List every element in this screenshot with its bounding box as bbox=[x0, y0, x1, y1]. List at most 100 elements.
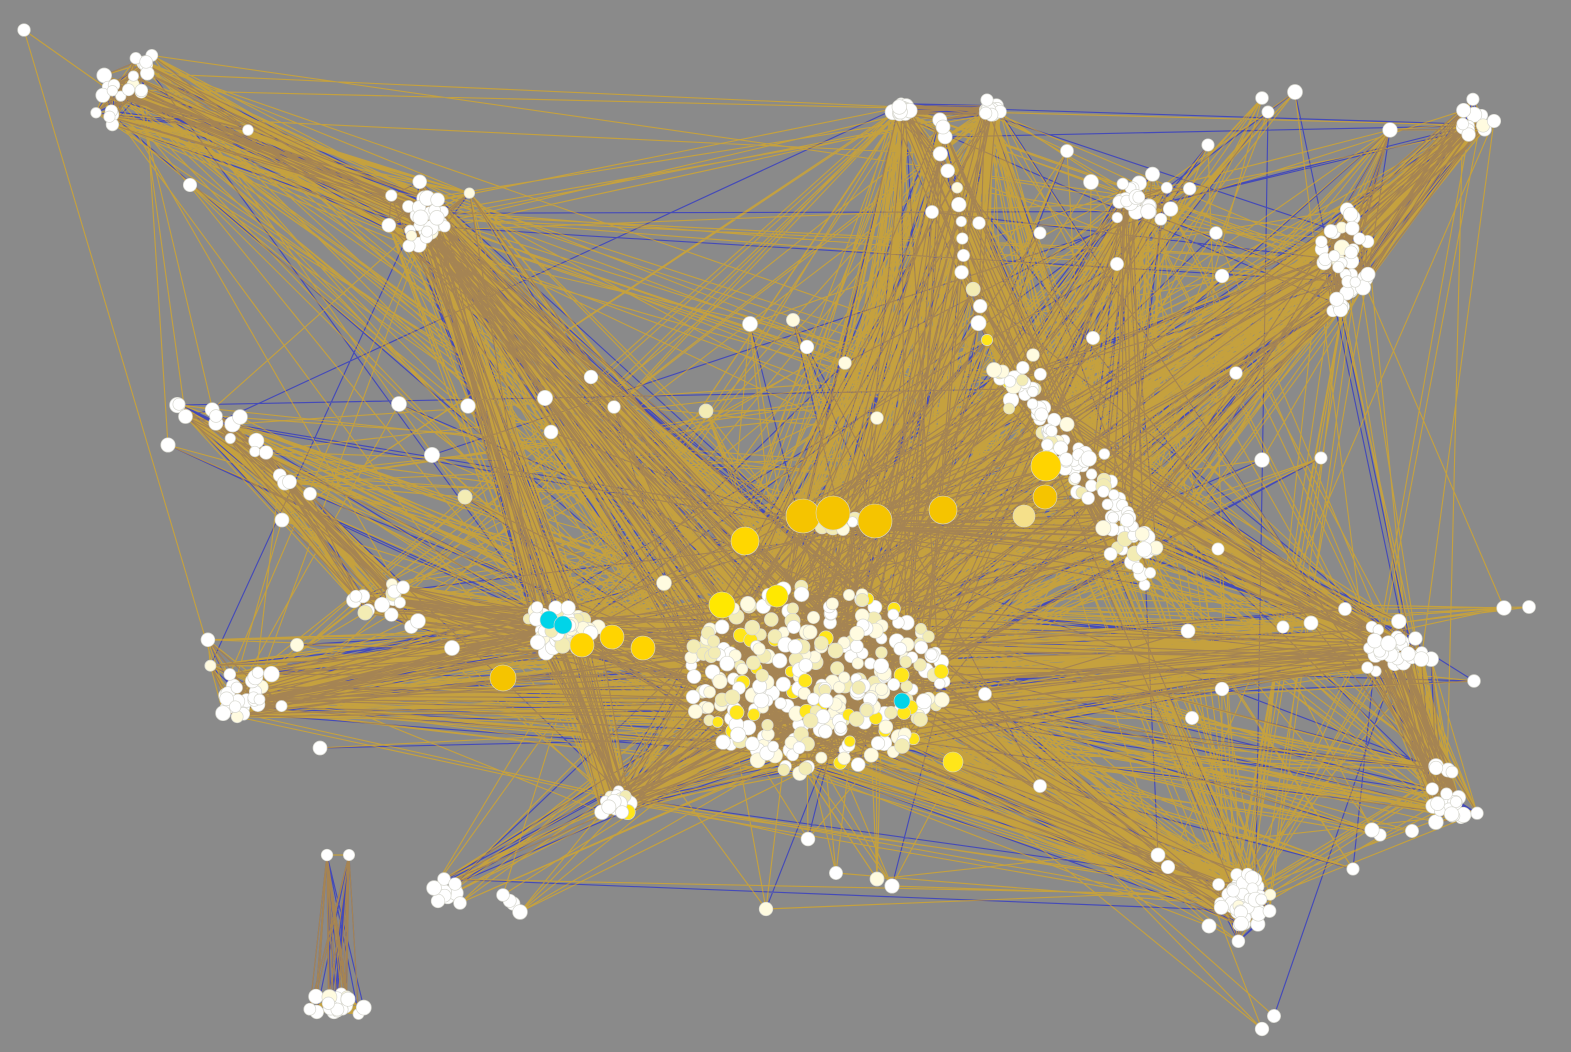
graph-node[interactable] bbox=[249, 445, 261, 458]
graph-node[interactable] bbox=[1140, 203, 1157, 220]
graph-node-gold-hub-5[interactable] bbox=[928, 495, 958, 525]
graph-node[interactable] bbox=[843, 589, 855, 601]
graph-node[interactable] bbox=[933, 663, 949, 680]
graph-node[interactable] bbox=[798, 658, 813, 673]
graph-node-gold-hub-3[interactable] bbox=[815, 495, 851, 531]
graph-node[interactable] bbox=[1346, 862, 1360, 876]
graph-node[interactable] bbox=[951, 196, 967, 213]
graph-node[interactable] bbox=[913, 658, 927, 672]
graph-node-gold-hub-2[interactable] bbox=[785, 498, 821, 534]
graph-node[interactable] bbox=[954, 265, 969, 280]
graph-node[interactable] bbox=[178, 409, 193, 424]
graph-node[interactable] bbox=[1016, 373, 1029, 387]
graph-node[interactable] bbox=[1033, 779, 1047, 793]
graph-node[interactable] bbox=[686, 639, 701, 654]
graph-node[interactable] bbox=[1069, 472, 1082, 484]
graph-node[interactable] bbox=[340, 991, 356, 1007]
graph-node[interactable] bbox=[1408, 631, 1423, 646]
graph-node[interactable] bbox=[940, 163, 955, 179]
graph-node[interactable] bbox=[1160, 181, 1173, 194]
graph-node[interactable] bbox=[357, 605, 373, 621]
graph-node[interactable] bbox=[1144, 567, 1157, 579]
graph-node[interactable] bbox=[747, 708, 761, 721]
graph-node[interactable] bbox=[798, 761, 813, 776]
graph-node[interactable] bbox=[1276, 620, 1290, 634]
graph-node[interactable] bbox=[1060, 144, 1074, 158]
graph-node[interactable] bbox=[1450, 795, 1463, 808]
graph-node[interactable] bbox=[1212, 878, 1225, 891]
graph-node[interactable] bbox=[912, 711, 928, 727]
graph-node[interactable] bbox=[1183, 182, 1197, 196]
graph-node[interactable] bbox=[607, 400, 621, 414]
graph-node[interactable] bbox=[719, 655, 735, 672]
graph-node[interactable] bbox=[761, 719, 774, 732]
graph-node[interactable] bbox=[1003, 402, 1015, 415]
graph-node[interactable] bbox=[703, 685, 716, 699]
graph-node[interactable] bbox=[786, 313, 800, 327]
graph-node-gold-hub-12[interactable] bbox=[630, 635, 656, 661]
graph-node[interactable] bbox=[843, 735, 856, 748]
graph-node[interactable] bbox=[870, 411, 884, 425]
graph-node[interactable] bbox=[753, 692, 770, 709]
graph-node[interactable] bbox=[223, 668, 237, 681]
graph-node[interactable] bbox=[391, 396, 407, 412]
graph-node[interactable] bbox=[1343, 206, 1359, 222]
graph-node[interactable] bbox=[1443, 806, 1460, 822]
graph-node[interactable] bbox=[1086, 331, 1100, 345]
graph-node[interactable] bbox=[453, 896, 467, 910]
graph-node[interactable] bbox=[1380, 635, 1397, 652]
graph-node[interactable] bbox=[799, 339, 815, 355]
graph-node[interactable] bbox=[715, 734, 731, 750]
graph-node[interactable] bbox=[1098, 448, 1111, 460]
graph-node[interactable] bbox=[758, 901, 774, 917]
graph-node[interactable] bbox=[424, 447, 440, 463]
graph-node[interactable] bbox=[729, 704, 745, 720]
graph-node[interactable] bbox=[833, 681, 846, 694]
graph-node[interactable] bbox=[385, 189, 398, 202]
graph-node[interactable] bbox=[134, 83, 149, 98]
graph-node[interactable] bbox=[934, 692, 950, 708]
graph-node[interactable] bbox=[1134, 526, 1150, 542]
graph-node[interactable] bbox=[1338, 602, 1352, 616]
graph-node[interactable] bbox=[980, 93, 994, 107]
graph-node[interactable] bbox=[381, 218, 397, 233]
graph-node[interactable] bbox=[230, 681, 243, 694]
graph-node[interactable] bbox=[829, 866, 843, 880]
graph-node-cyan-node-3[interactable] bbox=[893, 692, 911, 710]
graph-node[interactable] bbox=[209, 409, 223, 423]
graph-node[interactable] bbox=[955, 215, 967, 228]
graph-node[interactable] bbox=[1045, 424, 1058, 438]
graph-node[interactable] bbox=[688, 704, 703, 719]
graph-node[interactable] bbox=[915, 693, 932, 710]
graph-node[interactable] bbox=[1254, 452, 1270, 468]
graph-node[interactable] bbox=[814, 635, 829, 651]
graph-node[interactable] bbox=[512, 904, 528, 920]
graph-node[interactable] bbox=[869, 871, 885, 887]
graph-node-gold-hub-8[interactable] bbox=[1012, 504, 1036, 528]
graph-node[interactable] bbox=[786, 602, 799, 615]
graph-node[interactable] bbox=[777, 763, 790, 776]
graph-node-gold-hub-13[interactable] bbox=[708, 591, 736, 619]
graph-node[interactable] bbox=[405, 230, 418, 242]
graph-node[interactable] bbox=[17, 23, 31, 37]
graph-node[interactable] bbox=[1328, 249, 1341, 262]
graph-node[interactable] bbox=[744, 619, 761, 636]
graph-node[interactable] bbox=[932, 146, 948, 162]
graph-node[interactable] bbox=[1391, 613, 1407, 630]
graph-node[interactable] bbox=[1211, 542, 1225, 556]
graph-node[interactable] bbox=[274, 512, 290, 528]
graph-node[interactable] bbox=[215, 705, 231, 722]
graph-node[interactable] bbox=[106, 85, 119, 97]
graph-node[interactable] bbox=[1303, 615, 1319, 631]
graph-node[interactable] bbox=[1080, 450, 1097, 467]
graph-node[interactable] bbox=[764, 612, 779, 627]
graph-node[interactable] bbox=[1213, 899, 1229, 915]
graph-node[interactable] bbox=[1116, 177, 1129, 190]
graph-node[interactable] bbox=[1209, 226, 1223, 240]
graph-node[interactable] bbox=[807, 611, 820, 624]
graph-node[interactable] bbox=[444, 640, 460, 656]
graph-node[interactable] bbox=[1382, 122, 1398, 138]
graph-node[interactable] bbox=[537, 390, 553, 406]
graph-node[interactable] bbox=[1111, 212, 1123, 224]
